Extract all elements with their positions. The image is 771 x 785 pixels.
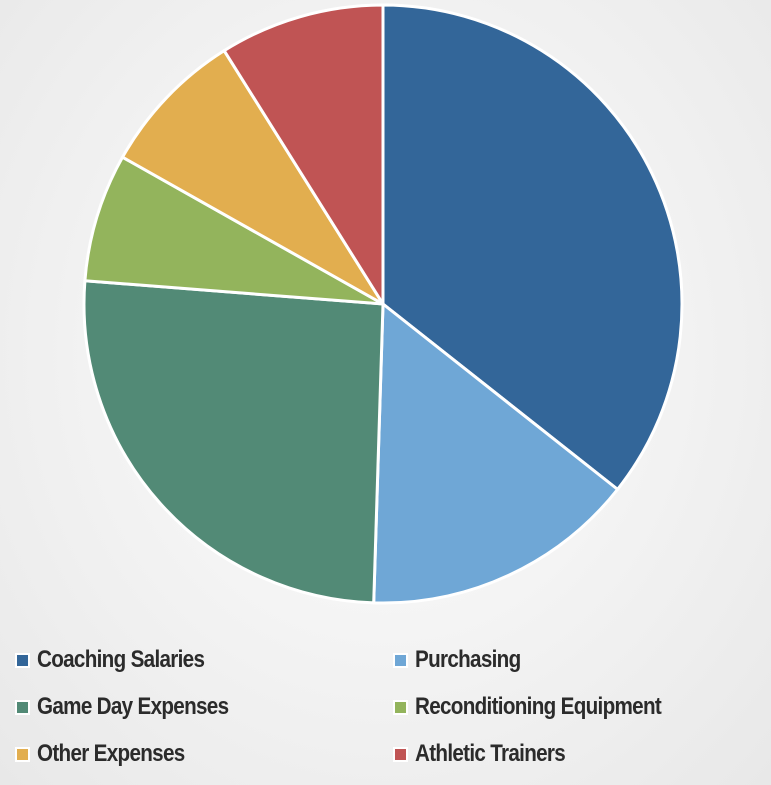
legend-swatch bbox=[15, 746, 30, 762]
legend-label: Athletic Trainers bbox=[415, 740, 566, 767]
pie-slice-coaching-salaries bbox=[381, 3, 684, 491]
legend-item-other-expenses: Other Expenses bbox=[15, 737, 209, 771]
legend-label: Game Day Expenses bbox=[37, 693, 229, 720]
legend-swatch bbox=[393, 652, 408, 668]
pie-slice-purchasing bbox=[372, 302, 620, 605]
legend-label: Purchasing bbox=[415, 646, 521, 673]
pie-slice-game-day-expenses bbox=[82, 279, 385, 605]
pie-slices bbox=[82, 3, 684, 605]
pie-plot-area bbox=[82, 3, 684, 605]
legend-label: Coaching Salaries bbox=[37, 646, 205, 673]
legend-item-game-day-expenses: Game Day Expenses bbox=[15, 690, 260, 724]
pie-slice-reconditioning-equipment bbox=[83, 155, 385, 306]
legend-swatch bbox=[15, 652, 30, 668]
pie-slice-athletic-trainers bbox=[222, 3, 385, 306]
legend-item-purchasing: Purchasing bbox=[393, 643, 538, 677]
legend: Coaching Salaries Purchasing Game Day Ex… bbox=[0, 640, 771, 780]
legend-item-coaching-salaries: Coaching Salaries bbox=[15, 643, 231, 677]
legend-label: Reconditioning Equipment bbox=[415, 693, 662, 720]
legend-item-reconditioning-equipment: Reconditioning Equipment bbox=[393, 690, 701, 724]
legend-swatch bbox=[393, 699, 408, 715]
legend-swatch bbox=[15, 699, 30, 715]
legend-swatch bbox=[393, 746, 408, 762]
pie-slice-other-expenses bbox=[121, 49, 385, 306]
legend-item-athletic-trainers: Athletic Trainers bbox=[393, 737, 589, 771]
legend-label: Other Expenses bbox=[37, 740, 185, 767]
